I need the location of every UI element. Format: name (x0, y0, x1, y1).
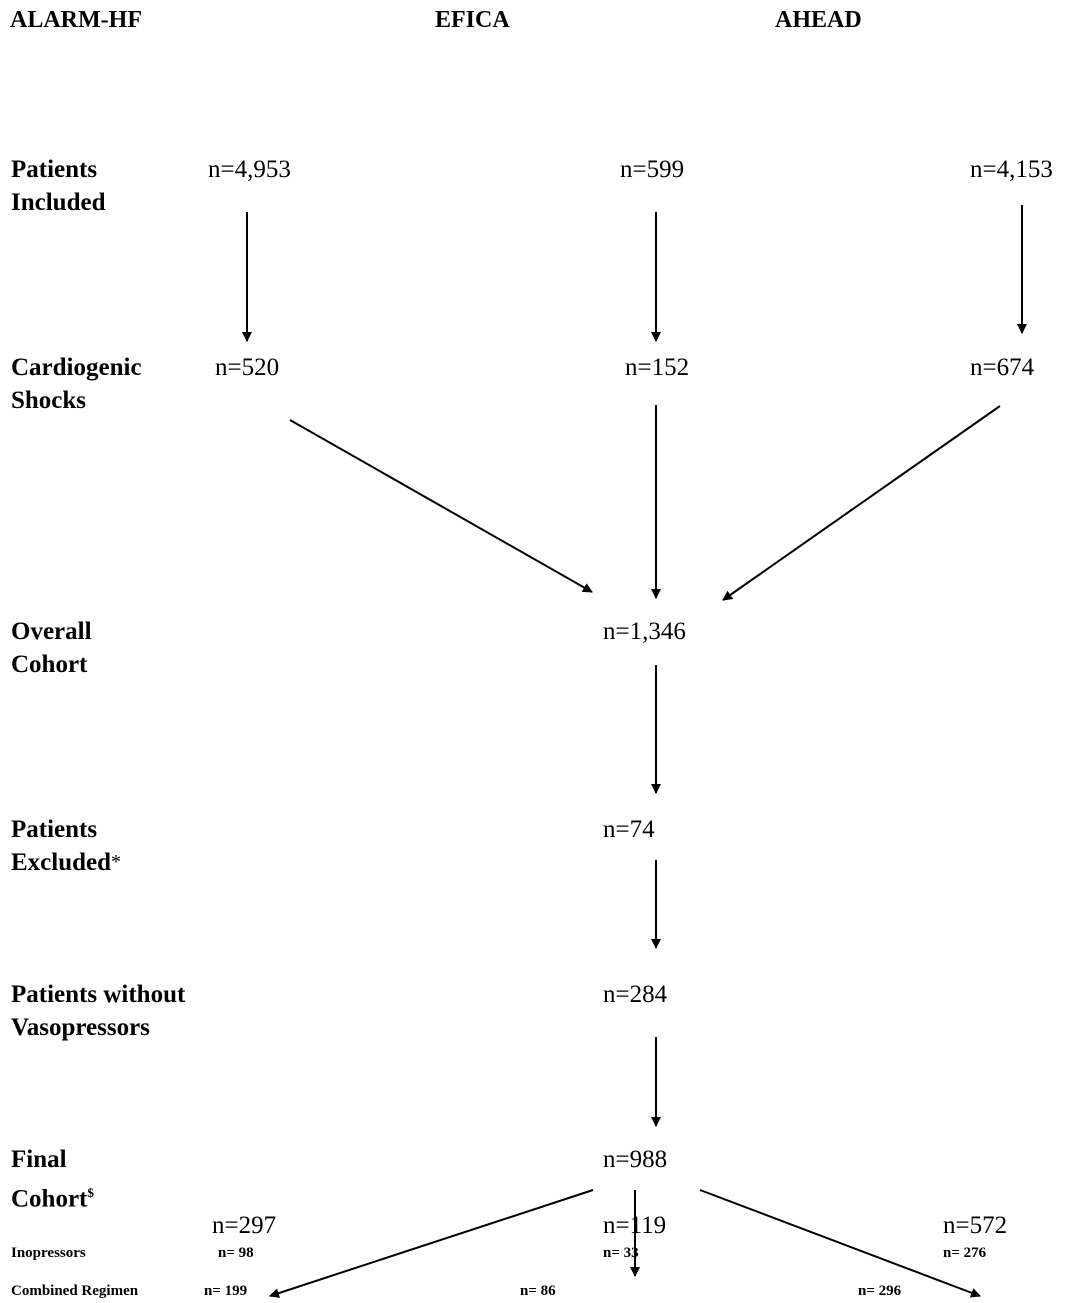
label-line: Patients (11, 156, 98, 183)
group-count: n=572 (943, 1212, 1008, 1239)
label-line: Final (11, 1146, 67, 1173)
row-label: Cardiogenic Shocks (11, 351, 142, 417)
row-label: Final Cohort$ (11, 1143, 94, 1215)
label-line: Cohort (11, 651, 88, 678)
subrow-count: n= 98 (218, 1245, 254, 1261)
arrow (269, 1189, 594, 1298)
count: n=74 (603, 816, 655, 843)
count: n=520 (215, 354, 280, 381)
label-text: Excluded (11, 849, 112, 876)
label-text: Cohort (11, 1185, 88, 1213)
label-line: Included (11, 189, 106, 216)
count: n=284 (603, 981, 668, 1008)
row-label: Patients Included (11, 153, 105, 219)
subrow-count: n= 86 (520, 1283, 556, 1299)
footnote-mark: $ (87, 1185, 94, 1200)
count: n=4,153 (970, 156, 1053, 183)
subrow-label: Inopressors (11, 1245, 86, 1261)
arrow (699, 1189, 981, 1298)
subrow-count: n= 296 (858, 1283, 902, 1299)
label-line: Shocks (11, 387, 87, 414)
label-line: Overall (11, 618, 92, 645)
label-line: Patients without (11, 981, 186, 1008)
count: n=674 (970, 354, 1035, 381)
subrow-label: Combined Regimen (11, 1283, 139, 1299)
row-label: Patients without Vasopressors (11, 978, 185, 1044)
row-label: Overall Cohort (11, 615, 92, 681)
label-line: Vasopressors (11, 1014, 150, 1041)
footnote-mark: * (111, 851, 122, 873)
count: n=4,953 (208, 156, 291, 183)
count: n=152 (625, 354, 690, 381)
group-count: n=297 (212, 1212, 277, 1239)
label-line: Excluded* (11, 846, 121, 879)
arrow (722, 405, 1001, 601)
label-line: Patients (11, 816, 98, 843)
count: n=599 (620, 156, 685, 183)
arrow (289, 419, 593, 593)
column-header: AHEAD (775, 7, 862, 33)
count: n=988 (603, 1146, 668, 1173)
subrow-count: n= 33 (603, 1245, 639, 1261)
subrow-count: n= 276 (943, 1245, 987, 1261)
subrow-count: n= 199 (204, 1283, 248, 1299)
count: n=1,346 (603, 618, 686, 645)
column-header: EFICA (435, 7, 510, 33)
arrow-group (242, 205, 1027, 1298)
row-label: Patients Excluded* (11, 813, 121, 879)
label-line: Cardiogenic (11, 354, 142, 381)
label-line: Cohort$ (11, 1176, 94, 1215)
group-count: n=119 (603, 1212, 667, 1239)
column-header: ALARM-HF (10, 7, 142, 33)
